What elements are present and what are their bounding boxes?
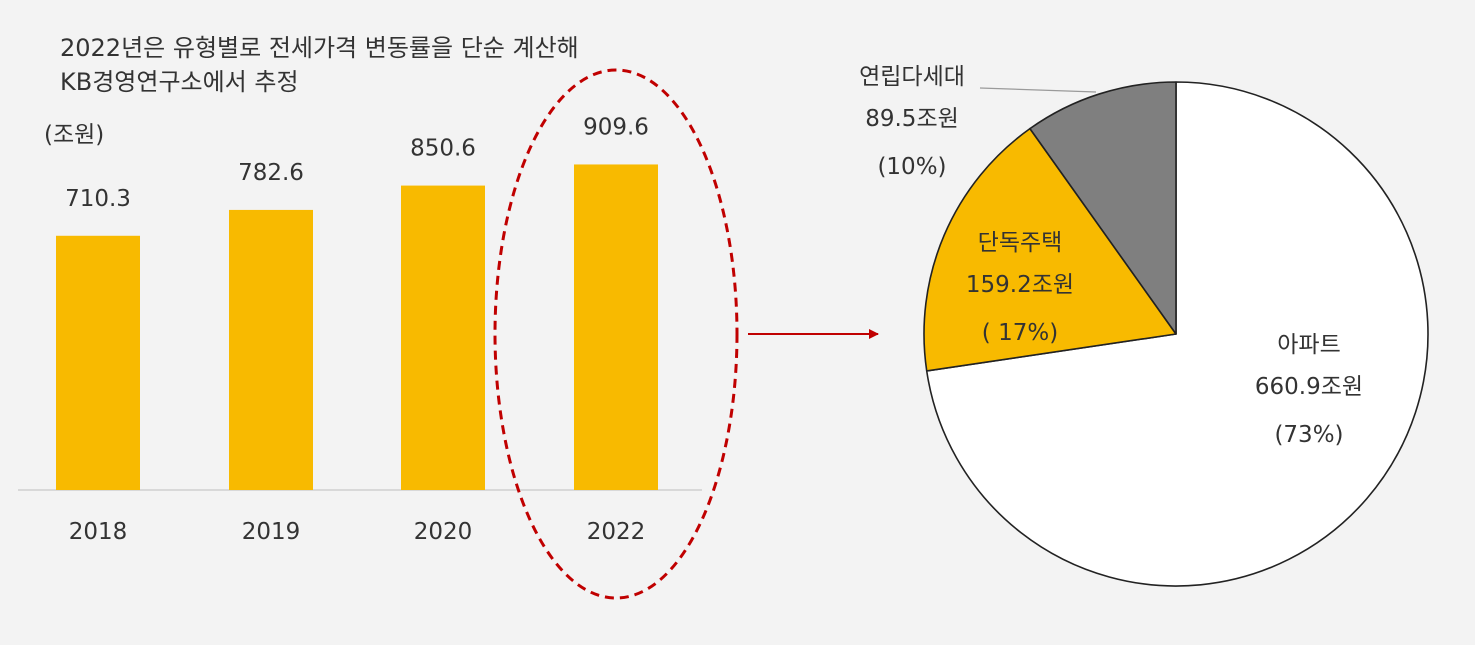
pie-label-value-2: 89.5조원	[865, 106, 959, 132]
pie-label-name-1: 단독주택	[978, 230, 1063, 256]
pie-label-name-0: 아파트	[1277, 332, 1340, 358]
pie-label-value-0: 660.9조원	[1255, 374, 1363, 400]
x-tick-label-2020: 2020	[414, 519, 473, 545]
bar-chart-title-line-1: 2022년은 유형별로 전세가격 변동률을 단순 계산해	[60, 34, 579, 62]
bar-2018	[56, 235, 140, 490]
bar-value-label-2018: 710.3	[65, 186, 131, 212]
bar-chart-unit-label: (조원)	[44, 122, 104, 148]
pie-label-value-1: 159.2조원	[966, 272, 1074, 298]
x-tick-label-2018: 2018	[69, 519, 128, 545]
x-tick-label-2019: 2019	[242, 519, 301, 545]
bar-2020	[401, 185, 485, 490]
pie-label-name-2: 연립다세대	[859, 64, 965, 90]
bar-chart-title-line-2: KB경영연구소에서 추정	[60, 68, 299, 96]
pie-slice-2	[1029, 81, 1177, 335]
pie-label-percent-2: (10%)	[877, 154, 946, 180]
bar-value-label-2019: 782.6	[238, 160, 304, 186]
pie-slice-1	[923, 127, 1177, 372]
bar-value-label-2020: 850.6	[410, 136, 476, 162]
bar-2022	[574, 164, 658, 490]
bar-chart: 710.3 2018 782.6 2019 850.6 2020 909.6 2022	[18, 68, 739, 600]
pie-slice-0	[925, 81, 1429, 587]
highlight-ellipse	[493, 68, 739, 600]
bar-2019	[229, 209, 313, 491]
pie-label-percent-1: ( 17%)	[982, 320, 1058, 346]
x-tick-label-2022: 2022	[587, 519, 646, 545]
leader-line	[979, 87, 1097, 93]
pie-chart: 아파트 660.9조원 (73%) 단독주택 159.2조원 ( 17%) 연립다세대 89.…	[748, 64, 1429, 587]
pie-label-percent-0: (73%)	[1274, 422, 1343, 448]
bar-value-label-2022: 909.6	[583, 114, 649, 140]
